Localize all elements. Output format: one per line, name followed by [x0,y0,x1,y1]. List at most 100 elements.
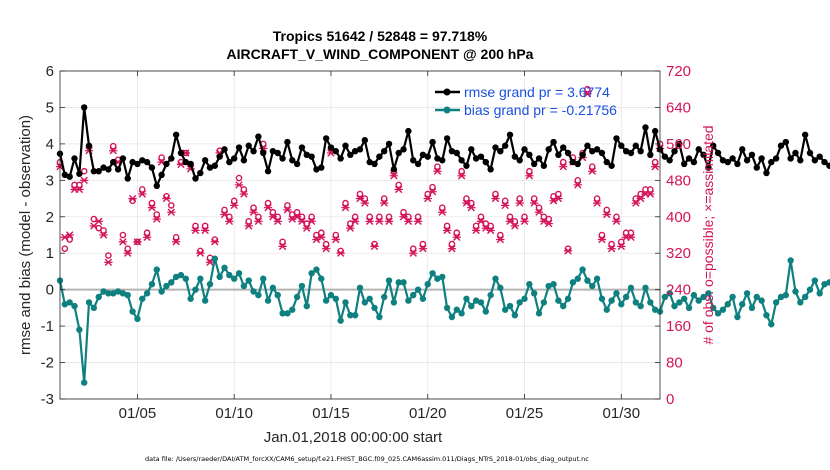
obs-possible-point [80,167,88,175]
rmse-point [482,158,490,166]
bias-point [303,302,310,310]
rmse-point [613,135,620,142]
rmse-point [274,149,281,157]
rmse-point [564,149,572,157]
obs-possible-point [322,240,330,248]
obs-assimilated-point [525,172,534,180]
right-tick-label: 480 [666,172,691,189]
bias-point [487,291,494,299]
left-tick-label: 2 [46,209,54,226]
bias-point [400,279,407,286]
obs-assimilated-point [171,238,181,246]
obs-possible-point [366,213,373,221]
rmse-point [787,155,794,162]
rmse-point [80,104,88,111]
rmse-point [700,151,707,159]
rmse-point [410,157,417,164]
rmse-point [124,175,131,182]
bias-point [801,293,809,301]
rmse-point [816,153,823,160]
bias-point [134,315,141,323]
rmse-point [458,157,465,164]
bias-point [714,310,722,317]
obs-assimilated-point [467,203,476,212]
obs-possible-point [76,181,83,189]
obs-assimilated-point [75,185,84,194]
rmse-point [477,153,485,160]
bias-point [235,270,243,277]
obs-assimilated-point [375,217,384,226]
bias-point [66,299,73,306]
bias-point [177,271,185,279]
bias-point [448,313,456,321]
obs-possible-point [400,208,407,216]
legend-bias-label: bias grand pr = -0.21756 [464,102,617,118]
bias-point [90,304,98,312]
bias-point [719,306,727,313]
obs-assimilated-point [244,222,253,230]
obs-possible-point [438,204,446,211]
rmse-point [192,175,199,182]
rmse-point [797,157,804,164]
right-tick-label: 240 [666,282,691,299]
obs-possible-point [143,229,151,237]
bias-point [748,304,756,312]
rmse-point [782,138,790,146]
obs-assimilated-point [394,185,403,194]
obs-assimilated-point [592,199,602,207]
bias-point [768,321,775,328]
rmse-point [347,151,354,159]
x-axis-ticks: 01/05 01/10 01/15 01/20 01/25 01/30 [119,71,640,422]
bias-point [468,302,475,310]
bias-point [743,290,751,297]
left-tick-label: -2 [41,355,54,372]
obs-assimilated-point [302,224,311,232]
obs-possible-point [264,199,272,207]
obs-assimilated-point [167,208,176,216]
obs-assimilated-point [409,249,418,257]
bias-point [642,284,649,292]
bias-point [555,297,562,304]
bias-point [119,290,127,297]
obs-assimilated-point [501,201,510,210]
obs-possible-point [105,252,112,259]
bias-point [676,299,683,306]
rmse-point [245,142,252,149]
bias-point [787,257,794,264]
bias-point [158,288,165,295]
bias-point [80,379,88,386]
bias-point [405,297,412,304]
bias-point [211,255,219,262]
bias-point [550,281,557,288]
right-tick-label: 640 [666,99,691,116]
obs-assimilated-point [297,217,307,226]
obs-possible-point [201,222,209,230]
obs-possible-point [100,227,107,234]
rmse-point [772,155,780,162]
obs-possible-point [434,163,441,170]
rmse-point [448,147,456,155]
obs-possible-point [530,195,538,202]
bias-point [371,304,378,312]
bias-point [530,290,538,297]
rmse-point [463,162,470,169]
bias-point [347,311,354,319]
obs-possible-point [453,229,461,237]
right-tick-label: 560 [666,136,691,153]
left-tick-label: 5 [46,99,54,116]
right-tick-label: 80 [666,355,683,372]
rmse-point [211,162,219,169]
bias-point [264,297,272,304]
bias-point [690,291,698,299]
rmse-point [303,151,310,159]
rmse-point [651,127,659,135]
bias-point [366,295,373,302]
rmse-point [139,157,146,164]
obs-possible-point [192,222,199,230]
bias-point [153,266,160,273]
rmse-point [293,160,301,168]
obs-assimilated-point [486,226,495,235]
bias-point [560,302,567,310]
bias-point [434,275,441,282]
bias-point [414,286,422,293]
